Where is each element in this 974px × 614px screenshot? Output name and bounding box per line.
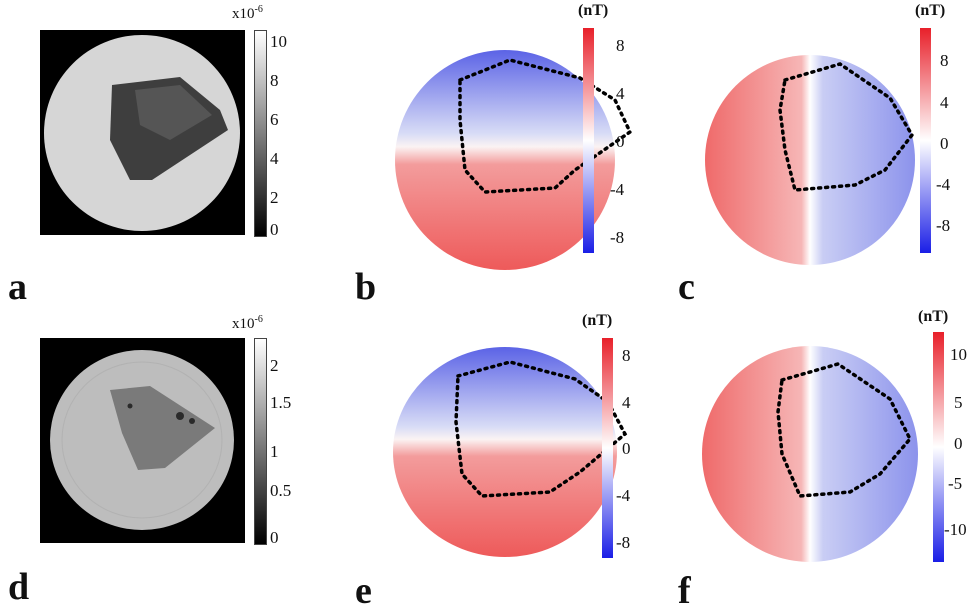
colorbar-tick: 0 [616, 132, 625, 151]
colorbar-tick: -8 [610, 228, 625, 247]
field-map-f [702, 346, 918, 562]
field-colorbar-b [583, 28, 594, 253]
colorbar-tick: -8 [936, 216, 951, 235]
roi-outline-c [778, 62, 915, 192]
dark-spot [189, 418, 195, 424]
colorbar-tick: -8 [616, 533, 631, 552]
magnitude-image-d [40, 338, 245, 543]
colorbar-tick: 10 [270, 32, 287, 51]
sample-disk-d [50, 350, 234, 530]
colorbar-exponent-a: x10-6 [232, 4, 263, 22]
panel-c: (nT) 8 4 0 -4 -8 c [650, 0, 974, 310]
colorbar-tick: 4 [940, 93, 949, 112]
panel-f: (nT) 10 5 0 -5 -10 f [650, 308, 974, 614]
colorbar-tick: -5 [948, 474, 963, 493]
panel-a: x10-6 10 8 6 4 2 0 a [0, 0, 320, 310]
panel-letter-e: e [355, 570, 372, 612]
dark-spot [127, 403, 133, 409]
colorbar-tick: 4 [616, 84, 625, 103]
panel-e: (nT) 8 4 0 -4 -8 e [320, 310, 650, 614]
colorbar-tick: 8 [622, 346, 631, 365]
sample-disk-a [44, 35, 240, 231]
grayscale-colorbar-a [254, 30, 267, 237]
colorbar-tick: 4 [270, 149, 279, 168]
colorbar-unit-e: (nT) [582, 312, 613, 329]
colorbar-tick: 0 [270, 528, 279, 547]
panel-letter-f: f [678, 570, 691, 612]
field-colorbar-f [933, 332, 944, 562]
panel-letter-c: c [678, 266, 695, 308]
colorbar-tick: -4 [610, 180, 625, 199]
magnitude-image-a [40, 30, 245, 235]
panel-letter-d: d [8, 566, 30, 608]
field-colorbar-e [602, 338, 613, 558]
colorbar-unit-c: (nT) [915, 2, 946, 19]
panel-letter-b: b [355, 266, 377, 308]
colorbar-tick: 0 [622, 439, 631, 458]
roi-outline-f [776, 362, 913, 498]
field-map-b [395, 50, 633, 270]
panel-letter-a: a [8, 266, 27, 308]
colorbar-tick: 4 [622, 393, 631, 412]
field-colorbar-c [920, 28, 931, 253]
dark-spot [176, 412, 184, 420]
colorbar-tick: 5 [954, 393, 963, 412]
grayscale-colorbar-d [254, 338, 267, 545]
colorbar-tick: -10 [944, 520, 967, 539]
colorbar-tick: 2 [270, 356, 279, 375]
colorbar-tick: 0 [270, 220, 279, 239]
colorbar-unit-f: (nT) [918, 308, 949, 325]
panel-d: x10-6 2 1.5 1 0.5 0 d [0, 310, 320, 614]
roi-outline-b [458, 58, 633, 194]
colorbar-tick: 8 [616, 36, 625, 55]
colorbar-tick: 2 [270, 188, 279, 207]
colorbar-tick: 10 [950, 345, 967, 364]
field-map-c [705, 55, 915, 265]
colorbar-tick: -4 [936, 175, 951, 194]
colorbar-tick: 8 [940, 51, 949, 70]
colorbar-tick: 8 [270, 71, 279, 90]
colorbar-tick: 1 [270, 442, 279, 461]
panel-b: (nT) 8 4 0 -4 -8 b [320, 0, 650, 310]
colorbar-tick: 0 [940, 134, 949, 153]
colorbar-exponent-d: x10-6 [232, 314, 263, 332]
field-map-e [393, 347, 628, 557]
colorbar-unit-b: (nT) [578, 2, 609, 19]
roi-outline-e [454, 360, 628, 498]
colorbar-tick: -4 [616, 486, 631, 505]
colorbar-tick: 0 [954, 434, 963, 453]
colorbar-tick: 0.5 [270, 481, 292, 500]
colorbar-tick: 1.5 [270, 393, 292, 412]
colorbar-tick: 6 [270, 110, 279, 129]
